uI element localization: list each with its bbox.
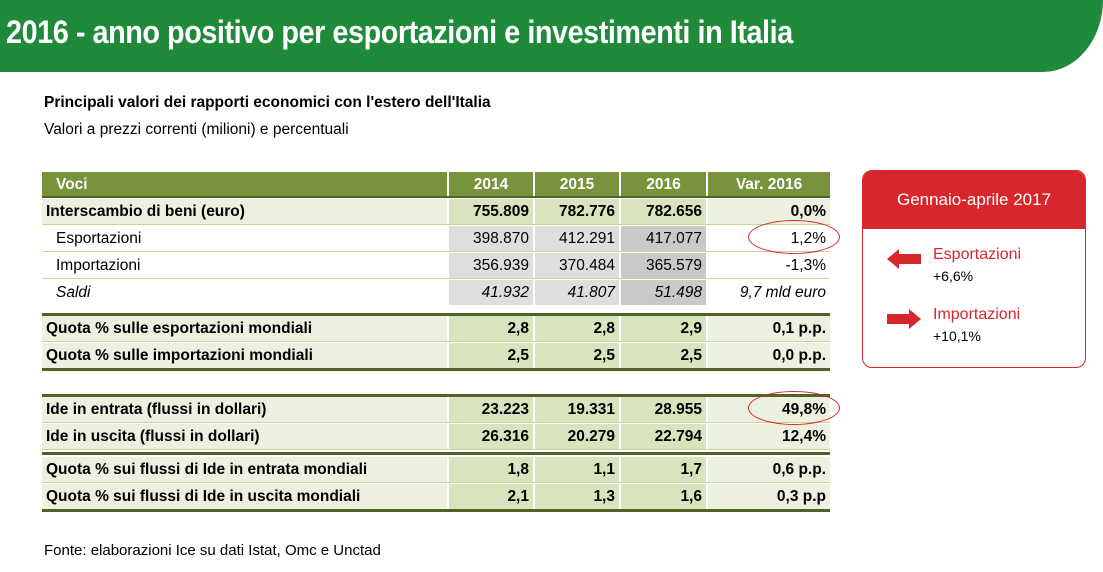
rule [42, 313, 830, 316]
table-cell: 26.316 [449, 424, 533, 449]
row-label: Ide in uscita (flussi in dollari) [42, 424, 447, 449]
row-divider [42, 341, 830, 342]
table-cell: 2,8 [535, 316, 619, 341]
table-cell: 412.291 [535, 226, 619, 251]
table-cell: 2,5 [535, 343, 619, 368]
table-cell: 1,1 [535, 457, 619, 482]
column-header: 2016 [621, 172, 706, 197]
side-box-title: Gennaio-aprile 2017 [863, 171, 1085, 229]
rule [42, 452, 830, 455]
table-cell: 19.331 [535, 397, 619, 422]
row-label: Esportazioni [42, 226, 447, 251]
table-cell: 0,3 p.p [708, 484, 830, 509]
arrow-right [887, 309, 921, 329]
row-divider [42, 482, 830, 483]
table-title: Principali valori dei rapporti economici… [44, 94, 491, 111]
row-divider [42, 251, 830, 252]
table-cell: 356.939 [449, 253, 533, 278]
table-cell: 1,8 [449, 457, 533, 482]
row-divider [42, 278, 830, 279]
row-label: Importazioni [42, 253, 447, 278]
column-header: Voci [42, 172, 447, 197]
rule [42, 394, 830, 397]
table-cell: 0,0% [708, 199, 830, 224]
table-cell: 1,7 [621, 457, 706, 482]
table-cell: 398.870 [449, 226, 533, 251]
table-cell: 1,3 [535, 484, 619, 509]
table-cell: 20.279 [535, 424, 619, 449]
table-cell: 2,8 [449, 316, 533, 341]
table-cell: 370.484 [535, 253, 619, 278]
table-cell: 0,0 p.p. [708, 343, 830, 368]
table-cell: 23.223 [449, 397, 533, 422]
table-subtitle: Valori a prezzi correnti (milioni) e per… [44, 121, 349, 138]
row-label: Quota % sulle importazioni mondiali [42, 343, 447, 368]
table-cell: 2,5 [621, 343, 706, 368]
rule [42, 196, 830, 198]
row-divider [42, 224, 830, 225]
highlight-circle [748, 220, 840, 254]
row-label: Ide in entrata (flussi in dollari) [42, 397, 447, 422]
row-label: Quota % sui flussi di Ide in uscita mond… [42, 484, 447, 509]
table-cell: 417.077 [621, 226, 706, 251]
page-title: 2016 - anno positivo per esportazioni e … [6, 14, 793, 50]
table-cell: 2,9 [621, 316, 706, 341]
table-cell: 12,4% [708, 424, 830, 449]
table-cell: 2,1 [449, 484, 533, 509]
column-header: Var. 2016 [708, 172, 830, 197]
table-cell: 0,1 p.p. [708, 316, 830, 341]
side-item-label: Importazioni [933, 306, 1021, 323]
table-cell: 365.579 [621, 253, 706, 278]
table-cell: 0,6 p.p. [708, 457, 830, 482]
rule [42, 509, 830, 512]
table-cell: 9,7 mld euro [708, 280, 830, 305]
table-cell: 41.807 [535, 280, 619, 305]
table-cell: 41.932 [449, 280, 533, 305]
table-cell: 1,6 [621, 484, 706, 509]
table-cell: 22.794 [621, 424, 706, 449]
row-label: Interscambio di beni (euro) [42, 199, 447, 224]
table-cell: 755.809 [449, 199, 533, 224]
side-item-value: +6,6% [933, 268, 974, 284]
side-item-value: +10,1% [933, 328, 981, 344]
table-cell: 2,5 [449, 343, 533, 368]
row-label: Saldi [42, 280, 447, 305]
column-header: 2015 [535, 172, 619, 197]
row-divider [42, 449, 830, 450]
source: Fonte: elaborazioni Ice su dati Istat, O… [44, 542, 381, 559]
row-label: Quota % sulle esportazioni mondiali [42, 316, 447, 341]
table-cell: -1,3% [708, 253, 830, 278]
table-cell: 782.776 [535, 199, 619, 224]
side-item-label: Esportazioni [933, 246, 1022, 263]
table-cell: 28.955 [621, 397, 706, 422]
arrow-left [887, 249, 921, 269]
banner [0, 0, 1103, 72]
rule [42, 368, 830, 371]
column-header: 2014 [449, 172, 533, 197]
table-cell: 51.498 [621, 280, 706, 305]
row-divider [42, 422, 830, 423]
side-box: Gennaio-aprile 2017 Esportazioni +6,6% I… [862, 170, 1086, 368]
highlight-circle [748, 391, 840, 425]
table-cell: 782.656 [621, 199, 706, 224]
row-label: Quota % sui flussi di Ide in entrata mon… [42, 457, 447, 482]
